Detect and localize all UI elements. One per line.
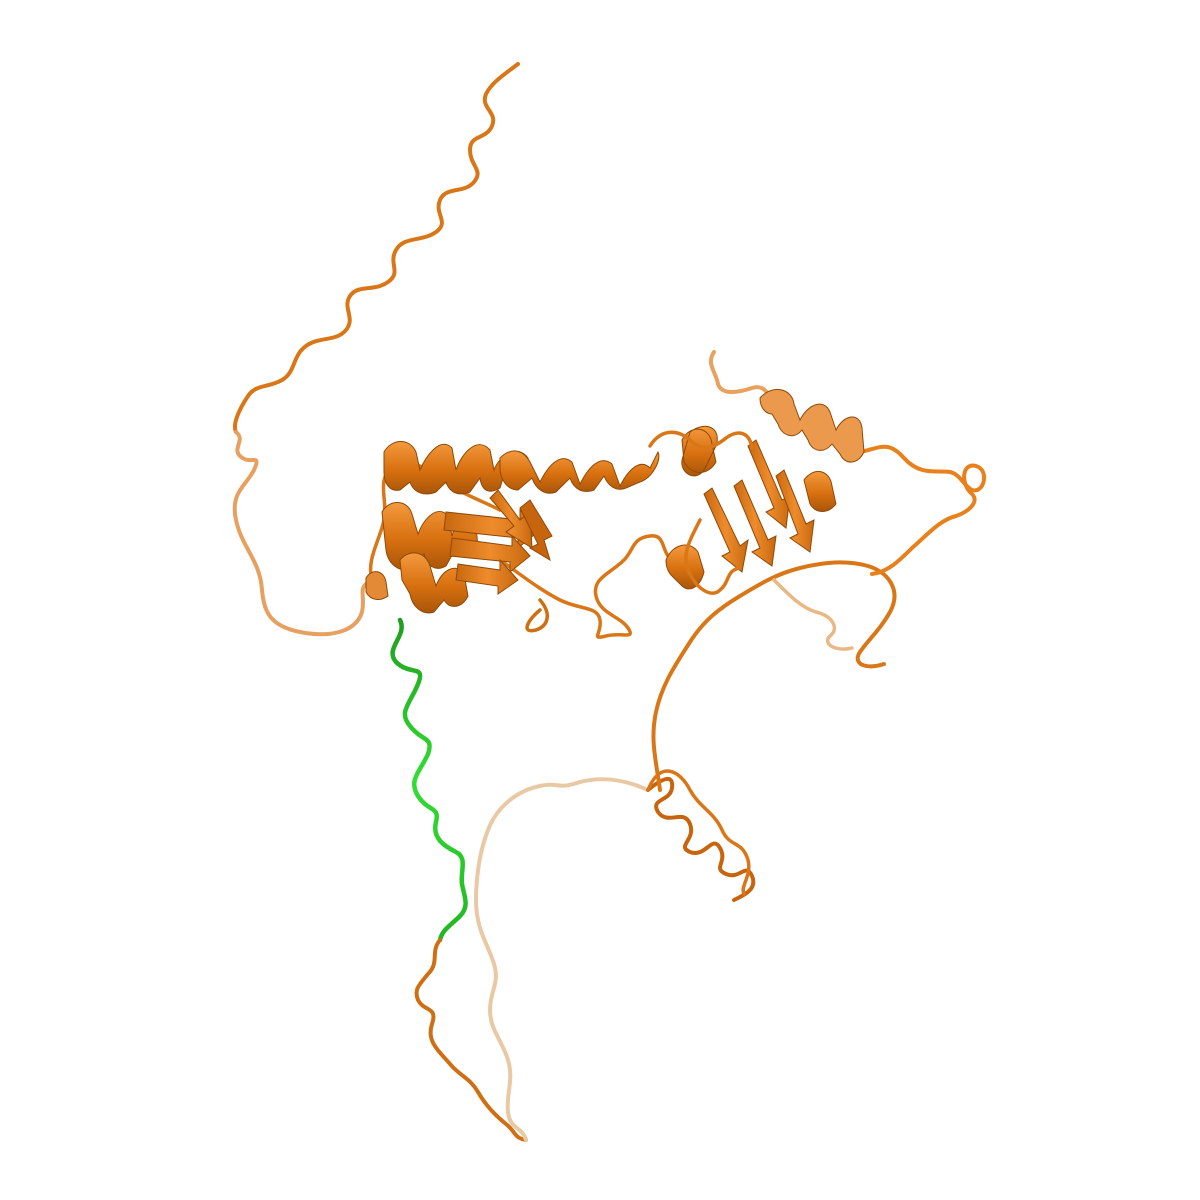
left-domain-coil-c [525, 598, 549, 633]
beta-strand-3 [455, 558, 519, 595]
lower-left-coil [414, 938, 528, 1142]
beta-strand-5 [519, 499, 553, 562]
highlighted-green-segment [390, 617, 468, 943]
central-linker-coil [651, 560, 897, 792]
alpha-helix-5 [681, 425, 718, 477]
alpha-helix-long [499, 450, 660, 494]
beta-strand-4 [489, 489, 533, 549]
left-domain-beta-sheet [443, 489, 553, 595]
alpha-helix-8 [665, 544, 705, 590]
faded-return-coil [474, 777, 650, 1142]
left-linker-coil [232, 430, 374, 637]
alpha-helix-7 [803, 471, 837, 512]
right-domain-faded-loop [772, 578, 854, 651]
beta-strand-7 [733, 479, 777, 567]
right-domain-coil [648, 430, 754, 595]
beta-strand-6 [703, 487, 749, 573]
alpha-helix-2 [381, 502, 479, 571]
right-domain-loop [858, 444, 987, 576]
right-domain [648, 389, 865, 595]
right-top-coil [708, 350, 776, 404]
n-terminal-coil [233, 62, 520, 434]
left-domain-helix-bundle [365, 441, 660, 614]
beta-strand-8 [747, 439, 791, 529]
lower-right-coil-loop [646, 769, 751, 896]
beta-strand-9 [775, 469, 815, 553]
lower-right-coil [646, 776, 756, 902]
left-domain-coil-b [498, 534, 670, 639]
alpha-helix-6 [759, 389, 865, 463]
beta-strand-2 [449, 534, 531, 574]
alpha-helix-3 [399, 552, 469, 614]
alpha-helix-4 [365, 571, 389, 600]
